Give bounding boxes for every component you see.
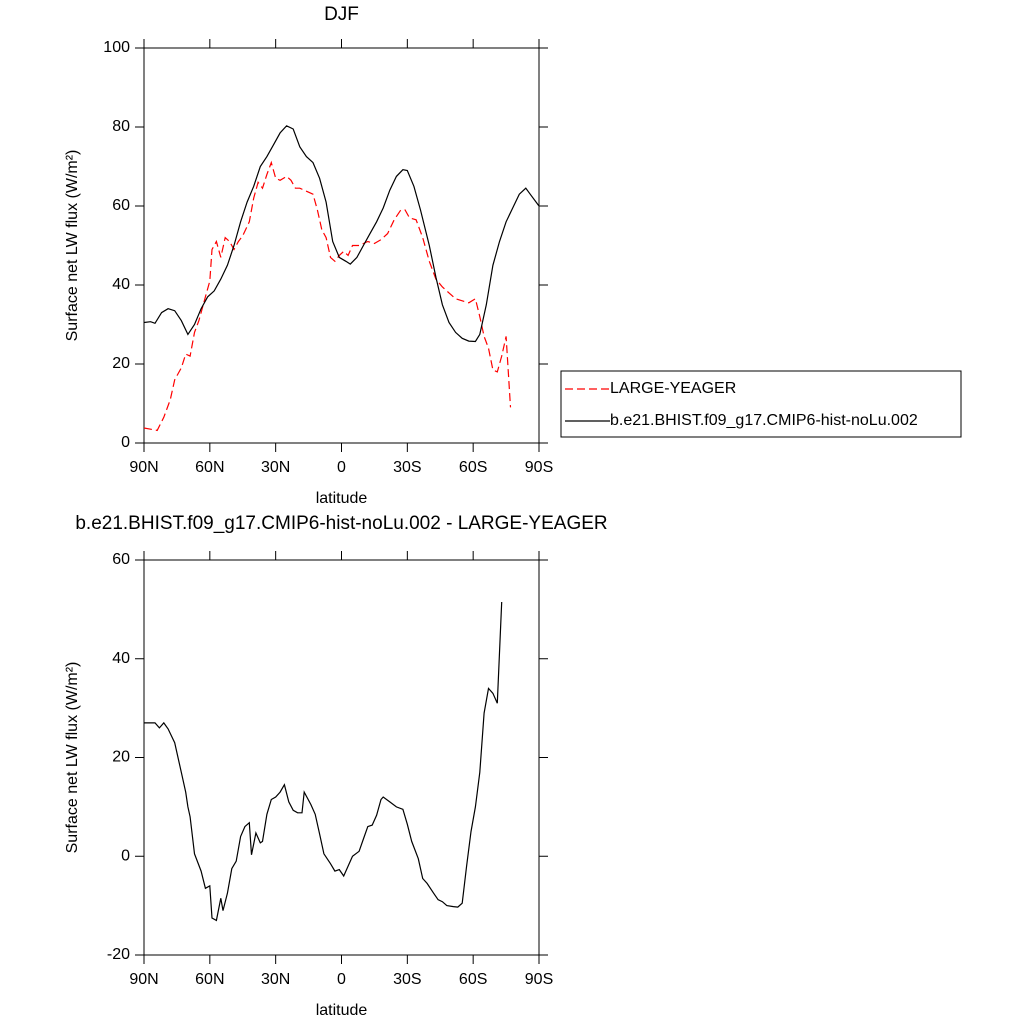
y-tick-label: 0 <box>121 847 130 864</box>
x-tick-label: 90N <box>129 459 158 476</box>
x-tick-label: 90S <box>525 459 553 476</box>
y-tick-label: 0 <box>121 434 130 451</box>
chart-title: b.e21.BHIST.f09_g17.CMIP6-hist-noLu.002 … <box>75 513 607 534</box>
y-tick-label: 20 <box>112 749 130 766</box>
x-tick-label: 90S <box>525 971 553 988</box>
x-tick-label: 90N <box>129 971 158 988</box>
x-tick-label: 60S <box>459 459 487 476</box>
y-axis-label: Surface net LW flux (W/m²) <box>64 150 81 342</box>
x-axis-label: latitude <box>316 490 368 507</box>
legend-box <box>560 370 962 438</box>
x-tick-label: 0 <box>337 459 346 476</box>
chart-title: DJF <box>324 4 359 25</box>
y-tick-label: 80 <box>112 118 130 135</box>
series-line <box>143 160 512 432</box>
y-tick-label: 40 <box>112 650 130 667</box>
x-tick-label: 30S <box>393 971 421 988</box>
x-tick-label: 30N <box>261 971 290 988</box>
plot-frame <box>143 559 540 956</box>
x-tick-label: 60S <box>459 971 487 988</box>
x-tick-label: 0 <box>337 971 346 988</box>
y-axis-label: Surface net LW flux (W/m²) <box>64 662 81 854</box>
x-tick-label: 60N <box>195 459 224 476</box>
y-tick-label: 60 <box>112 197 130 214</box>
y-tick-label: 40 <box>112 276 130 293</box>
x-tick-label: 30N <box>261 459 290 476</box>
y-tick-label: 20 <box>112 355 130 372</box>
y-tick-label: -20 <box>107 946 130 963</box>
x-tick-label: 60N <box>195 971 224 988</box>
series-line <box>143 125 540 343</box>
legend-label: b.e21.BHIST.f09_g17.CMIP6-hist-noLu.002 <box>610 412 918 429</box>
legend-label: LARGE-YEAGER <box>610 380 736 397</box>
plot-frame <box>143 47 540 444</box>
y-tick-label: 100 <box>103 39 130 56</box>
y-tick-label: 60 <box>112 551 130 568</box>
series-line <box>144 601 503 922</box>
x-axis-label: latitude <box>316 1002 368 1019</box>
x-tick-label: 30S <box>393 459 421 476</box>
